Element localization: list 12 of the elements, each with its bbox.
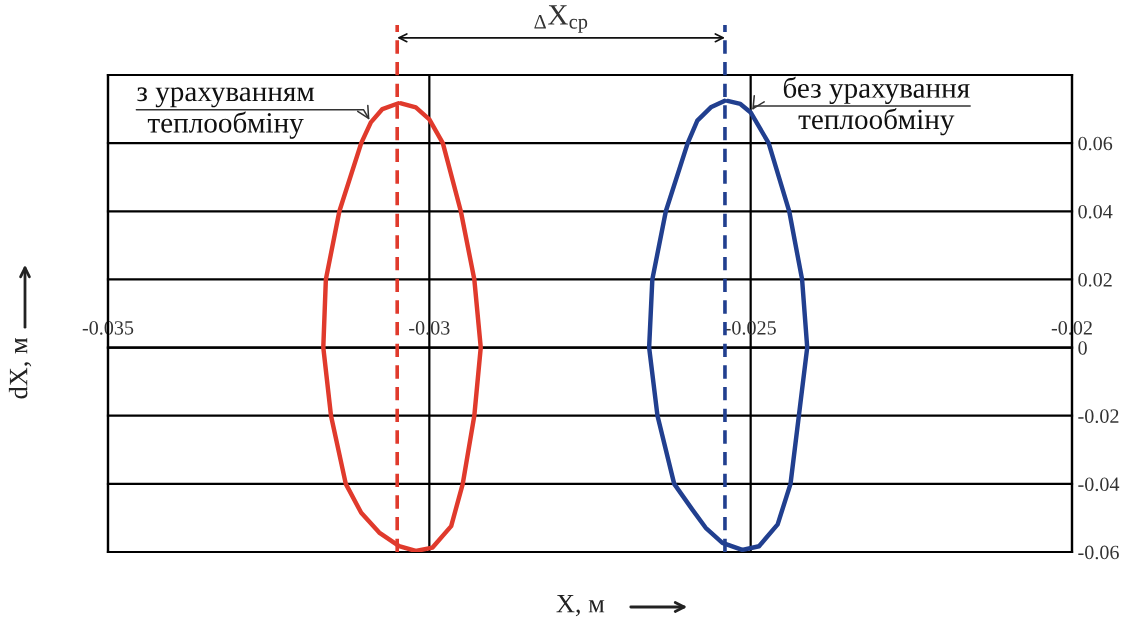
y-tick-label: -0.06 <box>1078 545 1119 560</box>
y-tick-label: 0.06 <box>1078 136 1113 151</box>
series-label: без урахування теплообміну <box>783 76 970 136</box>
y-tick-label: -0.02 <box>1078 409 1119 423</box>
y-tick-label: 0.04 <box>1078 204 1113 219</box>
y-tick-label: 0.02 <box>1078 273 1112 287</box>
text: $_{Δ}$X$_{ср}$ <box>534 5 588 33</box>
x-axis-title: X, м <box>556 595 605 617</box>
y-axis-title: dX, м <box>8 337 32 399</box>
y-tick-label: -0.04 <box>1078 477 1120 492</box>
series-label: з урахуванням теплообміну <box>137 87 315 139</box>
y-tick-label: 0 <box>1078 341 1087 355</box>
